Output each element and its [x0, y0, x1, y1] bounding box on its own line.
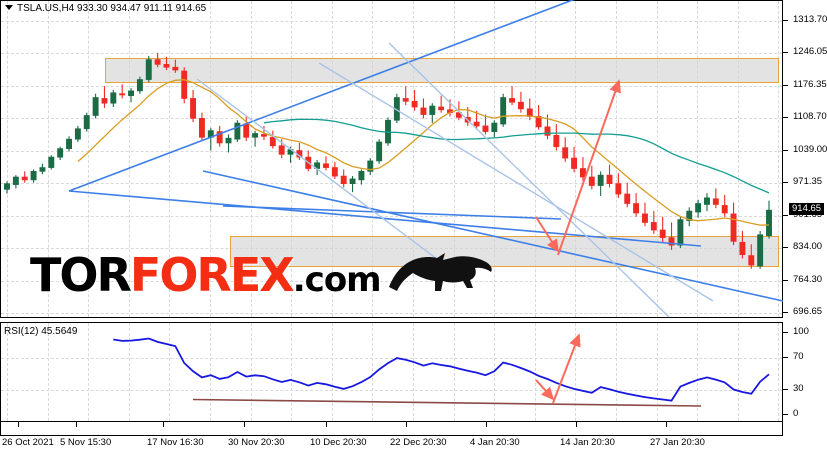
time-axis-label: 4 Jan 20:30	[470, 437, 520, 448]
price-axis-label: 1176.35	[793, 78, 827, 90]
time-axis-label: 26 Oct 2021	[2, 437, 54, 448]
price-axis-label: 834.00	[793, 241, 823, 252]
time-axis-label: 30 Nov 20:30	[228, 437, 285, 448]
rsi-axis-label: 70	[793, 350, 804, 362]
time-axis-label: 22 Dec 20:30	[390, 437, 447, 448]
current-price-tag: 914.65	[789, 202, 825, 215]
price-chart-pane[interactable]	[0, 0, 784, 318]
price-axis-label: 1246.05	[793, 46, 827, 57]
price-axis-label: 1313.70	[793, 14, 827, 25]
upper-resistance-zone	[105, 58, 779, 83]
price-axis-label: 764.30	[793, 273, 823, 285]
price-axis[interactable]: 1313.70 1246.05 1176.35 1108.70 1039.00 971.3…	[783, 0, 827, 436]
symbol-header[interactable]: TSLA.US,H4 933.30 934.47 911.11 914.65	[5, 3, 206, 14]
time-axis-label: 14 Jan 20:30	[560, 437, 615, 448]
lower-support-zone	[230, 236, 779, 267]
price-series-layer	[4, 0, 784, 318]
time-axis-label: 10 Dec 20:30	[310, 437, 367, 448]
triangle-down-icon[interactable]	[5, 5, 13, 10]
time-axis[interactable]	[0, 422, 783, 436]
symbol-ohlc-text: TSLA.US,H4 933.30 934.47 911.11 914.65	[17, 3, 207, 14]
price-axis-label: 1108.70	[793, 111, 827, 122]
time-axis-label: 17 Nov 16:30	[147, 437, 204, 448]
rsi-axis-label: 100	[793, 326, 809, 337]
price-axis-label: 696.65	[793, 306, 823, 317]
rsi-indicator-pane[interactable]	[0, 322, 783, 422]
rsi-label: RSI(12) 45.5649	[4, 326, 78, 337]
rsi-axis-label: 0	[793, 408, 799, 419]
time-axis-label: 5 Nov 15:30	[60, 437, 112, 448]
price-axis-label: 971.35	[793, 176, 823, 187]
rsi-series-layer	[113, 333, 770, 407]
rsi-axis-label: 30	[793, 383, 804, 395]
price-axis-label: 1039.00	[793, 143, 827, 155]
time-axis-label: 27 Jan 20:30	[650, 437, 705, 448]
